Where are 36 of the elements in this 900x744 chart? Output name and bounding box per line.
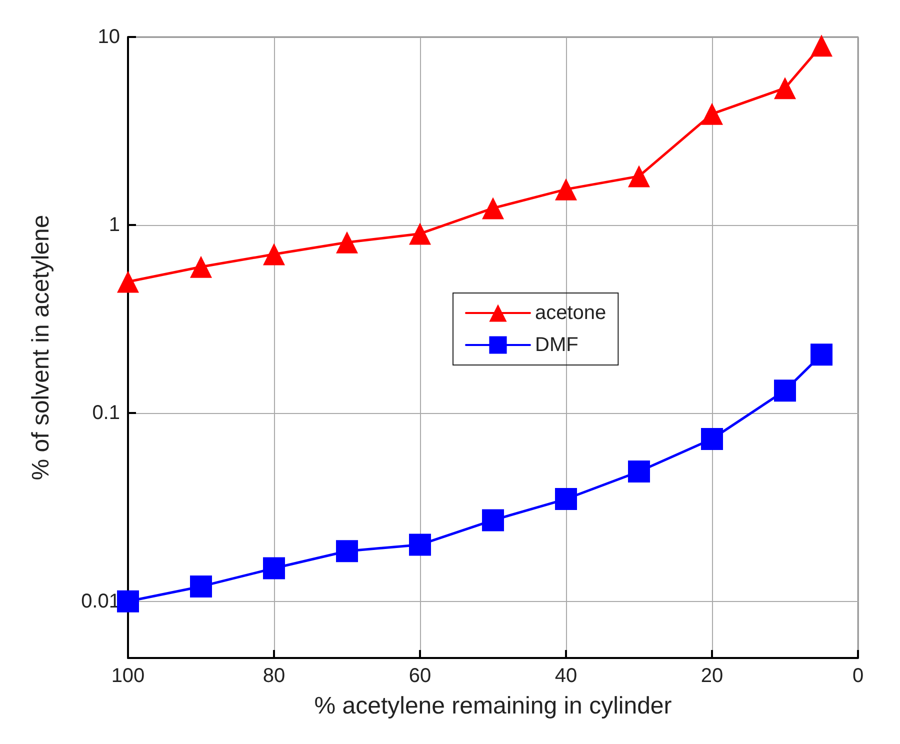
- x-axis-title: % acetylene remaining in cylinder: [314, 692, 672, 720]
- y-axis-title: % of solvent in acetylene: [28, 214, 54, 480]
- point: [336, 231, 358, 254]
- point: [555, 488, 577, 510]
- point: [628, 165, 650, 188]
- legend-label: acetone: [535, 302, 606, 324]
- point: [774, 380, 796, 402]
- legend-label: DMF: [535, 334, 578, 356]
- x-tick-label: 0: [852, 665, 864, 687]
- point: [190, 575, 212, 598]
- point: [117, 590, 139, 612]
- point: [701, 102, 723, 125]
- point: [482, 509, 504, 532]
- point: [810, 344, 832, 366]
- point: [482, 197, 504, 220]
- point: [263, 243, 285, 266]
- y-tick-label: 0.1: [92, 402, 120, 424]
- y-tick-label: 10: [98, 26, 120, 48]
- point: [117, 270, 139, 293]
- x-tick-label: 100: [111, 665, 145, 687]
- point: [628, 460, 650, 483]
- x-tick-label: 20: [700, 665, 724, 687]
- point: [810, 34, 832, 57]
- point: [409, 222, 431, 245]
- point: [263, 557, 285, 580]
- point: [336, 540, 358, 562]
- x-tick-label: 60: [408, 665, 432, 687]
- y-tick-label: 0.01: [81, 590, 120, 612]
- point: [190, 256, 212, 278]
- point: [555, 178, 577, 200]
- y-tick-label: 1: [108, 214, 120, 236]
- x-tick-label: 40: [554, 665, 578, 687]
- point: [774, 77, 796, 100]
- point: [409, 534, 431, 556]
- point: [701, 428, 723, 450]
- x-tick-label: 80: [262, 665, 286, 687]
